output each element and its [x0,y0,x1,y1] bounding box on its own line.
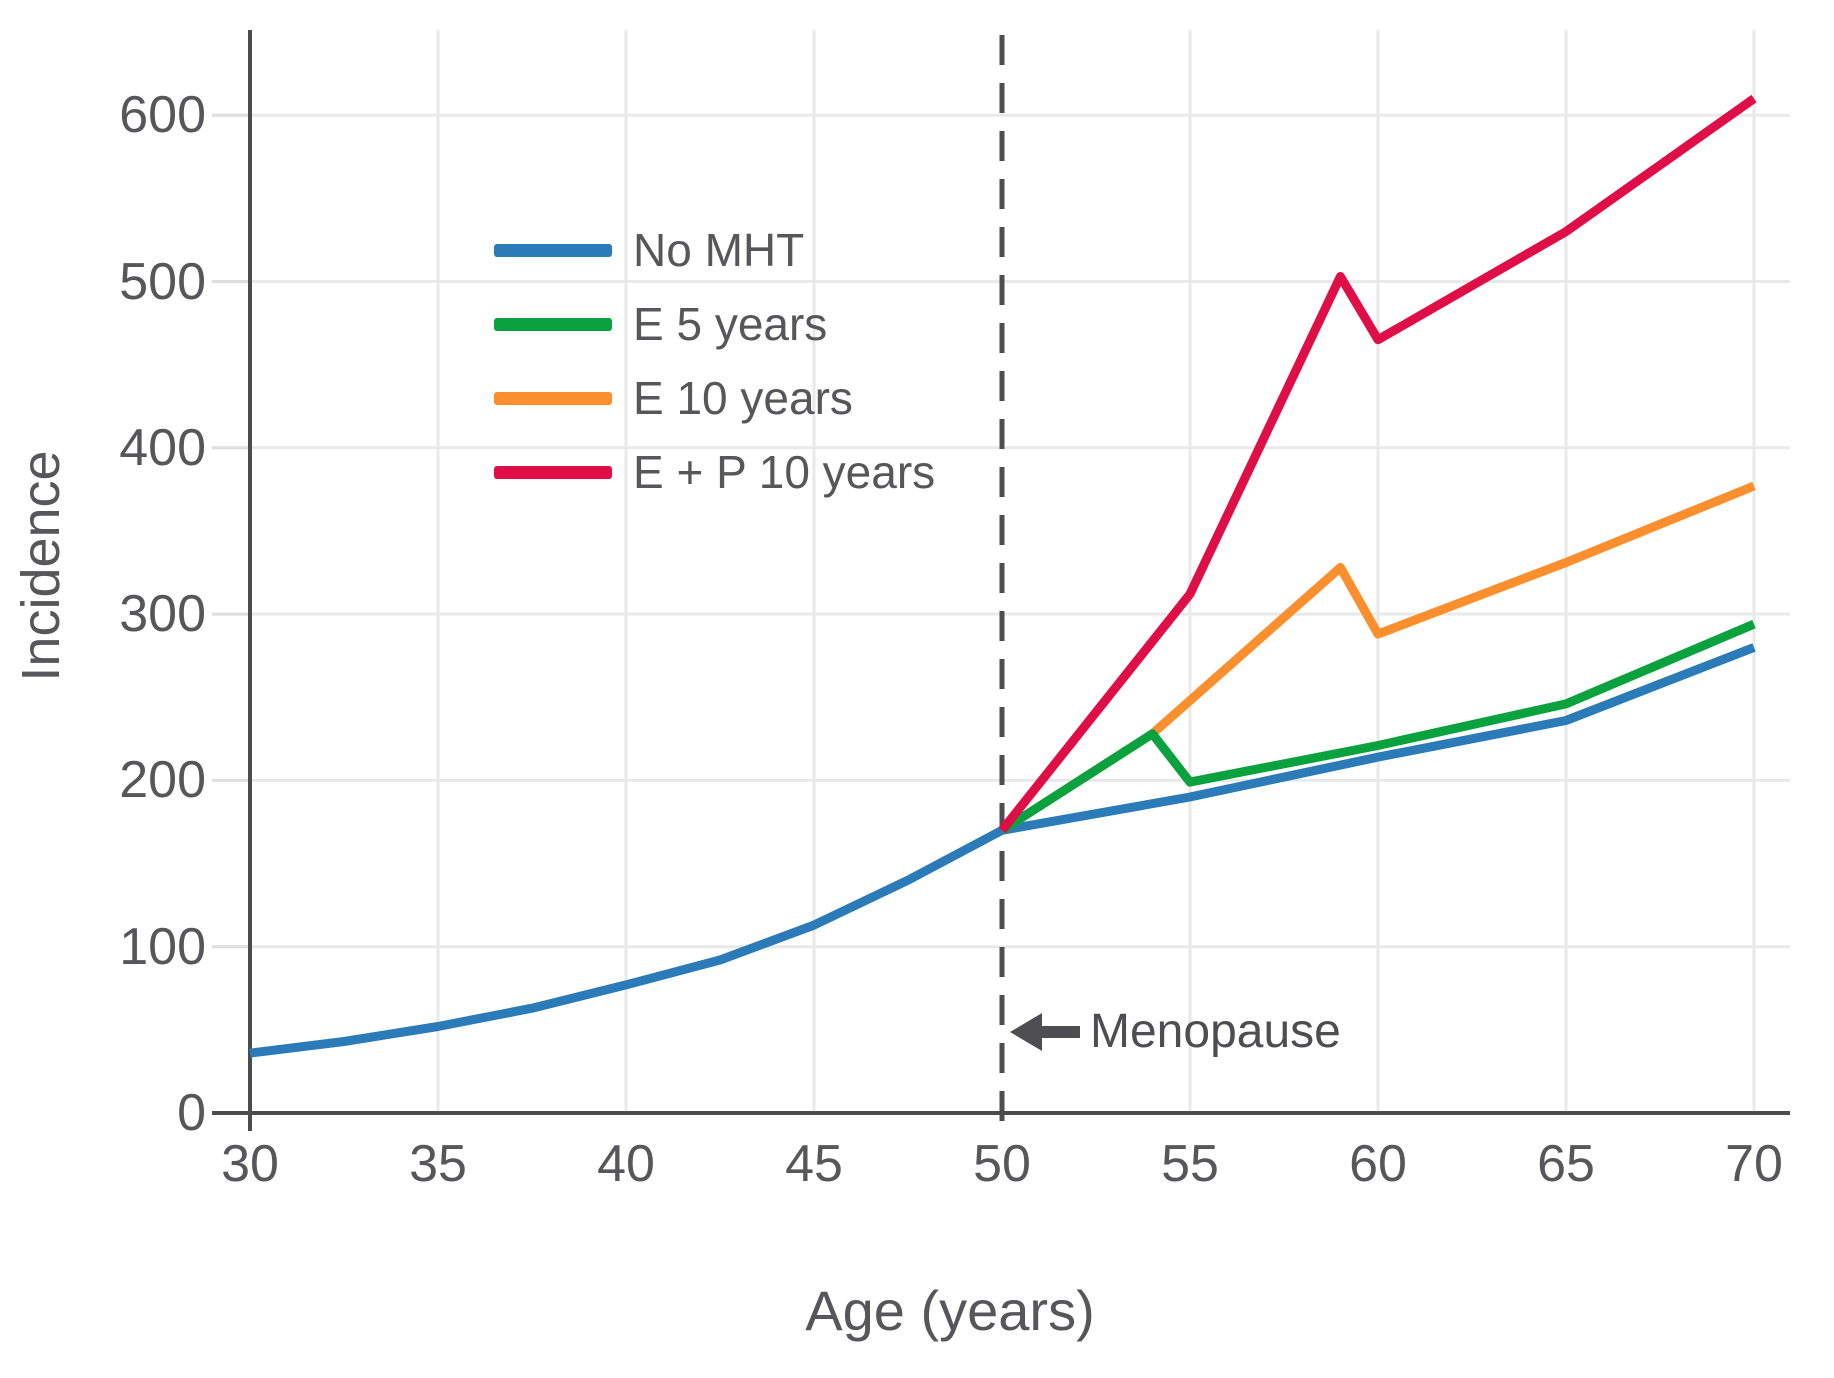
legend: No MHT E 5 years E 10 years E + P 10 yea… [494,213,935,509]
x-axis-title: Age (years) [805,1279,1095,1342]
left-arrow-icon [1010,1013,1080,1051]
x-tick-label-55: 55 [1161,1135,1219,1193]
series-line-e-5-years [999,619,1756,835]
legend-item-e5: E 5 years [494,287,935,361]
legend-swatch-e5 [494,317,612,331]
x-tick-label-30: 30 [221,1135,279,1193]
x-tick-label-40: 40 [597,1135,655,1193]
legend-swatch-no-mht [494,243,612,257]
legend-item-no-mht: No MHT [494,213,935,287]
y-tick-label-300: 300 [119,585,206,644]
y-tick-label-100: 100 [119,917,206,976]
x-tick-label-60: 60 [1349,1135,1407,1193]
x-tick-label-70: 70 [1725,1135,1783,1193]
legend-label-e5: E 5 years [633,298,828,350]
legend-item-ep10: E + P 10 years [494,435,935,509]
y-tick-label-400: 400 [119,418,206,477]
y-axis-title: Incidence [11,450,71,682]
y-tick-label-200: 200 [119,751,206,810]
legend-swatch-e10 [494,391,612,405]
y-tick-label-500: 500 [119,252,206,311]
y-tick-label-0: 0 [177,1084,206,1142]
x-tick-label-65: 65 [1537,1135,1595,1193]
legend-label-e10: E 10 years [633,372,853,424]
x-tick-label-50: 50 [973,1135,1031,1193]
menopause-annotation-label: Menopause [1090,1005,1341,1058]
x-tick-label-35: 35 [409,1135,467,1193]
series-line-e-p-10-years [998,94,1757,834]
legend-swatch-ep10 [494,465,612,479]
series-line-no-mht [249,643,1756,1058]
legend-label-ep10: E + P 10 years [633,446,936,498]
legend-label-no-mht: No MHT [633,224,805,276]
x-tick-label-45: 45 [785,1135,843,1193]
legend-item-e10: E 10 years [494,361,935,435]
y-tick-label-600: 600 [119,86,206,145]
